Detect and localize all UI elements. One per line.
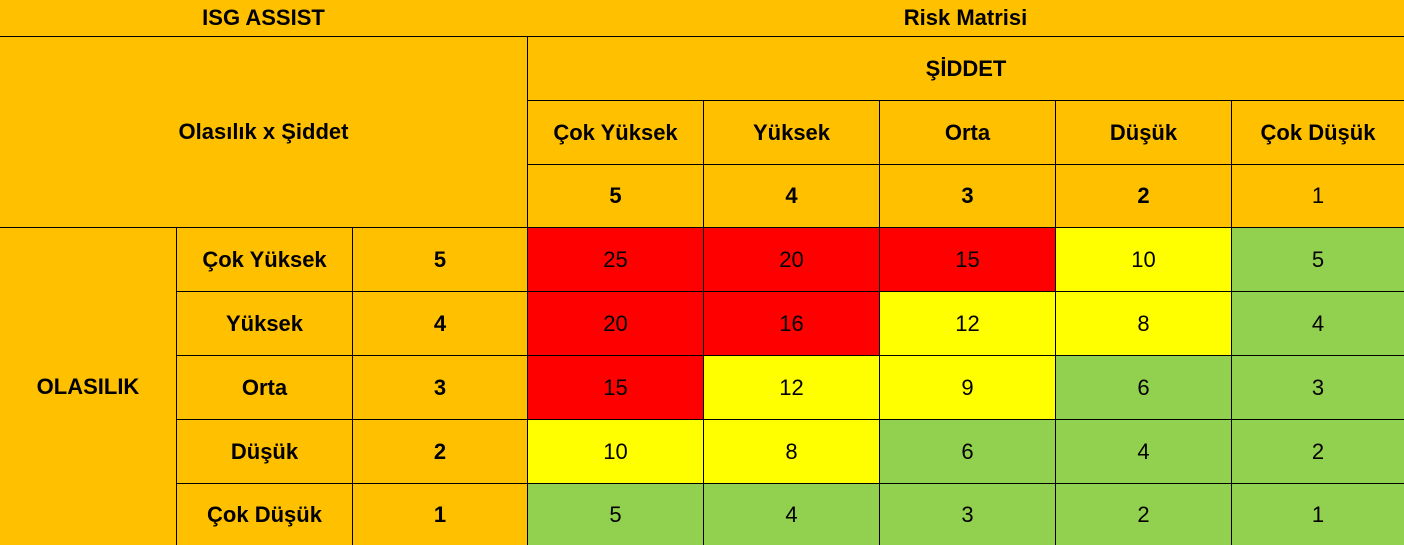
risk-cell-3-3: 9	[879, 355, 1055, 419]
probability-header-3: Orta	[176, 355, 352, 419]
risk-cell-4-2: 8	[703, 419, 879, 483]
severity-value-4: 2	[1055, 164, 1231, 227]
risk-cell-2-3: 12	[879, 291, 1055, 355]
severity-value-2: 4	[703, 164, 879, 227]
app-title: ISG ASSIST	[0, 0, 527, 36]
risk-cell-4-3: 6	[879, 419, 1055, 483]
probability-header-5: Çok Düşük	[176, 483, 352, 545]
severity-header-5: Çok Düşük	[1231, 100, 1404, 164]
risk-cell-5-2: 4	[703, 483, 879, 545]
probability-value-2: 4	[352, 291, 527, 355]
probability-header-4: Düşük	[176, 419, 352, 483]
risk-cell-5-5: 1	[1231, 483, 1404, 545]
risk-cell-2-5: 4	[1231, 291, 1404, 355]
risk-cell-4-4: 4	[1055, 419, 1231, 483]
severity-header-3: Orta	[879, 100, 1055, 164]
risk-cell-5-1: 5	[527, 483, 703, 545]
probability-value-4: 2	[352, 419, 527, 483]
risk-cell-1-4: 10	[1055, 227, 1231, 291]
probability-value-5: 1	[352, 483, 527, 545]
risk-cell-3-1: 15	[527, 355, 703, 419]
risk-cell-1-5: 5	[1231, 227, 1404, 291]
severity-header-1: Çok Yüksek	[527, 100, 703, 164]
severity-value-1: 5	[527, 164, 703, 227]
probability-value-3: 3	[352, 355, 527, 419]
risk-cell-2-1: 20	[527, 291, 703, 355]
severity-label: ŞİDDET	[527, 36, 1404, 100]
probability-label: OLASILIK	[0, 227, 176, 545]
severity-header-2: Yüksek	[703, 100, 879, 164]
risk-cell-3-2: 12	[703, 355, 879, 419]
probability-value-1: 5	[352, 227, 527, 291]
risk-cell-1-3: 15	[879, 227, 1055, 291]
risk-cell-4-1: 10	[527, 419, 703, 483]
severity-value-3: 3	[879, 164, 1055, 227]
risk-cell-2-2: 16	[703, 291, 879, 355]
risk-cell-3-5: 3	[1231, 355, 1404, 419]
corner-label: Olasılık x Şiddet	[0, 36, 527, 227]
risk-cell-5-3: 3	[879, 483, 1055, 545]
risk-cell-5-4: 2	[1055, 483, 1231, 545]
severity-value-5: 1	[1231, 164, 1404, 227]
risk-cell-1-2: 20	[703, 227, 879, 291]
matrix-title: Risk Matrisi	[527, 0, 1404, 36]
severity-header-4: Düşük	[1055, 100, 1231, 164]
risk-cell-4-5: 2	[1231, 419, 1404, 483]
probability-header-2: Yüksek	[176, 291, 352, 355]
risk-cell-1-1: 25	[527, 227, 703, 291]
risk-cell-2-4: 8	[1055, 291, 1231, 355]
risk-cell-3-4: 6	[1055, 355, 1231, 419]
probability-header-1: Çok Yüksek	[176, 227, 352, 291]
